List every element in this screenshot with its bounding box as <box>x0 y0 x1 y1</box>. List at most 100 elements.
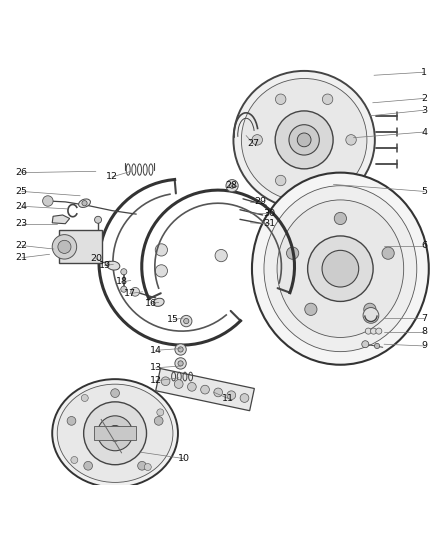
Circle shape <box>154 416 163 425</box>
Circle shape <box>322 251 359 287</box>
Circle shape <box>227 391 236 400</box>
Ellipse shape <box>107 261 120 270</box>
Text: 14: 14 <box>150 346 162 355</box>
Text: 28: 28 <box>225 181 237 190</box>
Circle shape <box>240 394 249 402</box>
Text: 20: 20 <box>90 254 102 263</box>
Text: 2: 2 <box>421 94 427 103</box>
Text: 8: 8 <box>421 327 427 336</box>
Text: 1: 1 <box>421 68 427 77</box>
Circle shape <box>286 247 299 259</box>
Text: 10: 10 <box>178 454 190 463</box>
Circle shape <box>95 216 102 223</box>
Circle shape <box>362 341 369 348</box>
Circle shape <box>178 361 183 366</box>
Circle shape <box>376 328 382 334</box>
Circle shape <box>121 286 127 292</box>
Circle shape <box>252 135 262 145</box>
Polygon shape <box>59 230 102 263</box>
Circle shape <box>175 344 186 355</box>
Circle shape <box>364 303 376 316</box>
Circle shape <box>174 379 183 389</box>
Text: 18: 18 <box>116 277 128 286</box>
Circle shape <box>138 462 146 470</box>
Circle shape <box>230 183 235 188</box>
Circle shape <box>305 303 317 316</box>
Circle shape <box>178 347 183 352</box>
Ellipse shape <box>153 298 164 306</box>
Circle shape <box>322 175 333 185</box>
Circle shape <box>180 316 192 327</box>
Circle shape <box>297 133 311 147</box>
Bar <box>94 426 136 440</box>
Circle shape <box>184 318 189 324</box>
Circle shape <box>201 385 209 394</box>
Polygon shape <box>52 215 70 224</box>
Text: 12: 12 <box>150 376 162 385</box>
Text: 22: 22 <box>16 241 28 250</box>
Text: 11: 11 <box>222 394 234 403</box>
Circle shape <box>84 402 147 465</box>
Text: 9: 9 <box>421 342 427 351</box>
Circle shape <box>52 235 77 259</box>
Text: 15: 15 <box>167 315 179 324</box>
Circle shape <box>363 308 379 323</box>
Text: 31: 31 <box>263 219 275 228</box>
Circle shape <box>175 358 186 369</box>
Ellipse shape <box>264 185 417 352</box>
Circle shape <box>346 135 356 145</box>
Circle shape <box>382 247 394 259</box>
Ellipse shape <box>252 173 429 365</box>
Text: 29: 29 <box>254 197 266 206</box>
Circle shape <box>276 175 286 185</box>
Circle shape <box>98 416 133 451</box>
Text: 4: 4 <box>421 127 427 136</box>
Circle shape <box>81 394 88 401</box>
Ellipse shape <box>241 78 367 201</box>
Circle shape <box>334 212 346 224</box>
Ellipse shape <box>233 71 375 209</box>
Circle shape <box>131 287 140 296</box>
Text: 7: 7 <box>421 313 427 322</box>
Circle shape <box>371 328 377 334</box>
Text: 24: 24 <box>16 202 28 211</box>
Circle shape <box>71 456 78 464</box>
Circle shape <box>289 125 319 155</box>
Circle shape <box>365 328 371 334</box>
Text: 19: 19 <box>99 261 111 270</box>
Circle shape <box>214 388 223 397</box>
Circle shape <box>155 244 167 256</box>
Polygon shape <box>155 368 254 411</box>
Circle shape <box>58 240 71 253</box>
Circle shape <box>42 196 53 206</box>
Circle shape <box>111 389 120 398</box>
Circle shape <box>84 462 92 470</box>
Text: 26: 26 <box>16 168 28 177</box>
Circle shape <box>157 409 164 416</box>
Circle shape <box>226 180 238 192</box>
Text: 16: 16 <box>145 299 157 308</box>
Ellipse shape <box>277 200 404 337</box>
Ellipse shape <box>52 379 178 487</box>
Circle shape <box>121 269 127 275</box>
Text: 3: 3 <box>421 106 427 115</box>
Circle shape <box>107 425 123 441</box>
Circle shape <box>215 249 227 262</box>
Circle shape <box>275 111 333 169</box>
Circle shape <box>155 265 167 277</box>
Circle shape <box>307 236 373 302</box>
Circle shape <box>374 343 380 349</box>
Circle shape <box>144 464 151 471</box>
Text: 6: 6 <box>421 241 427 250</box>
Circle shape <box>322 94 333 104</box>
Text: 27: 27 <box>247 139 259 148</box>
Text: 23: 23 <box>16 219 28 228</box>
Circle shape <box>161 377 170 385</box>
Ellipse shape <box>79 199 90 207</box>
Text: 21: 21 <box>16 253 28 262</box>
Text: 12: 12 <box>106 173 118 182</box>
Ellipse shape <box>57 384 173 482</box>
Text: 17: 17 <box>124 289 135 298</box>
Circle shape <box>82 200 87 206</box>
Circle shape <box>276 94 286 104</box>
